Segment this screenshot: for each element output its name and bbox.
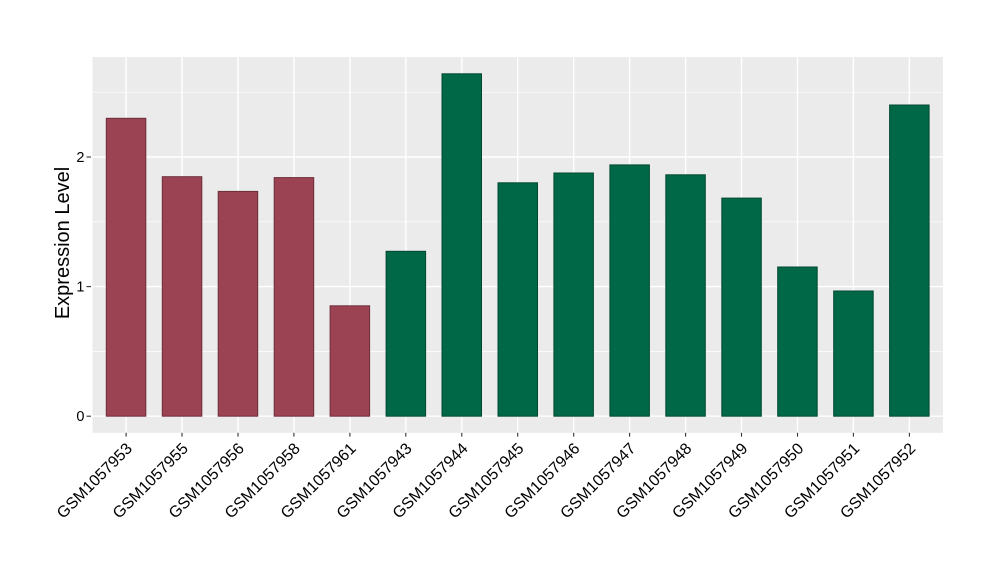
svg-text:2: 2 (76, 150, 84, 166)
svg-text:1: 1 (76, 280, 84, 296)
svg-text:0: 0 (76, 409, 84, 425)
svg-text:Expression Level: Expression Level (52, 167, 74, 319)
